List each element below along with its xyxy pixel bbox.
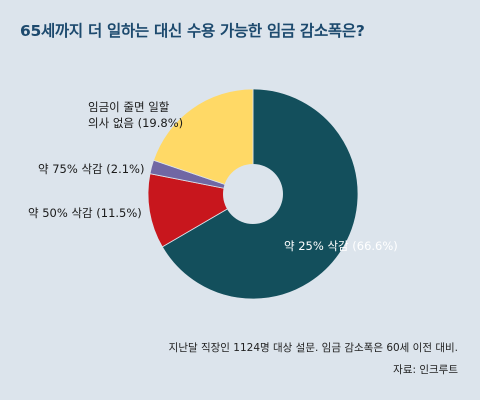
donut-hole [223, 164, 283, 224]
slice-label-2: 약 50% 삭감 (11.5%) [28, 206, 142, 220]
slice-label-4: 임금이 줄면 일할 의사 없음 (19.8%) [88, 100, 183, 130]
chart-title: 65세까지 더 일하는 대신 수용 가능한 임금 감소폭은? [20, 22, 365, 40]
pie-slice-4 [153, 88, 254, 195]
chart-footnote: 지난달 직장인 1124명 대상 설문. 임금 감소폭은 60세 이전 대비. [168, 342, 458, 354]
slice-label-1: 약 25% 삭감 (66.6%) [284, 239, 398, 253]
slice-label-3: 약 75% 삭감 (2.1%) [38, 162, 144, 176]
chart-source: 자료: 인크루트 [393, 364, 458, 376]
